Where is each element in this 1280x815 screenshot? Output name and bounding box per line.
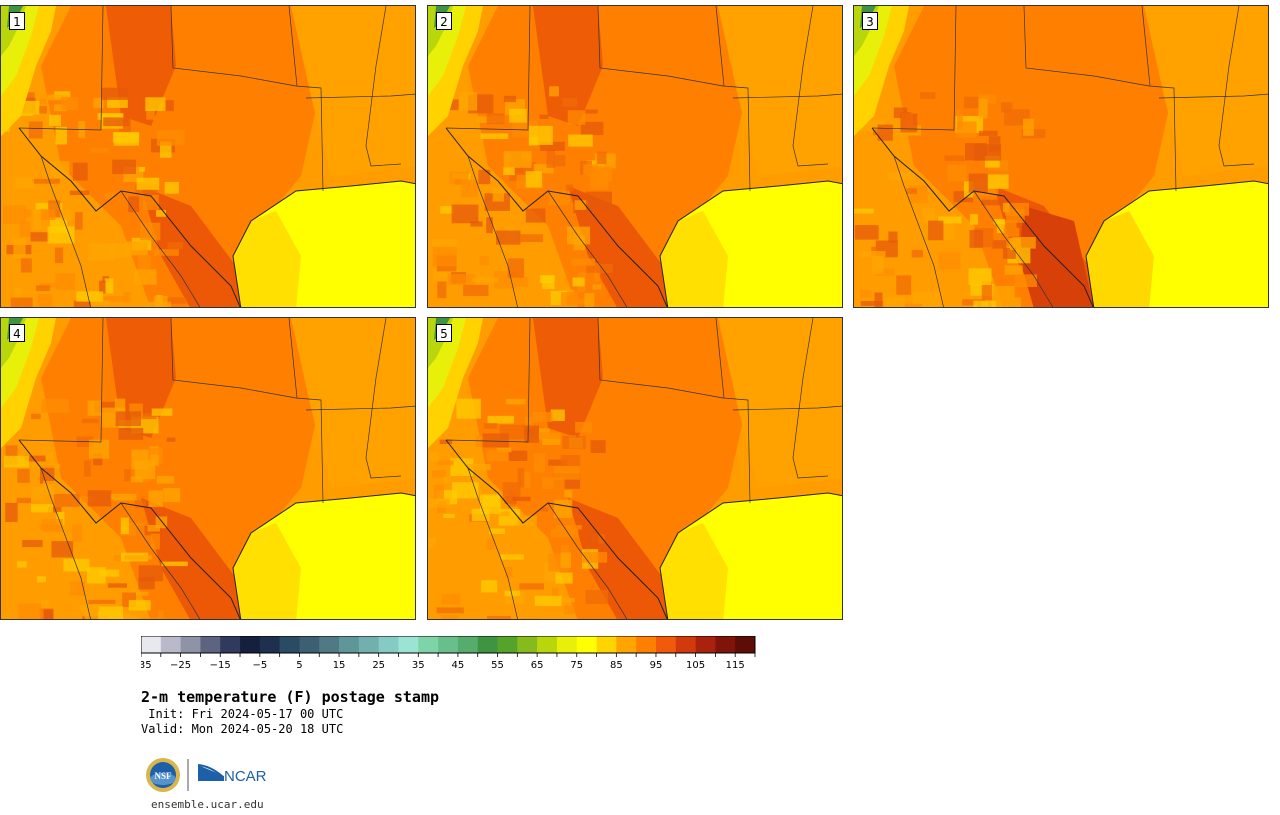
colorbar-tick-label: 45 <box>452 660 465 671</box>
colorbar-swatch <box>141 636 162 653</box>
colorbar-swatch <box>537 636 558 653</box>
ensemble-panel-5: 5 <box>427 317 843 620</box>
plot-title: 2-m temperature (F) postage stamp <box>141 688 440 706</box>
colorbar-swatch <box>438 636 459 653</box>
colorbar-swatch <box>398 636 419 653</box>
colorbar-tick-label: 75 <box>570 660 583 671</box>
colorbar-tick-label: 55 <box>491 660 504 671</box>
colorbar-swatch <box>378 636 399 653</box>
colorbar-swatch <box>259 636 280 653</box>
colorbar-swatch <box>715 636 736 653</box>
temperature-map <box>1 6 415 307</box>
ncar-logo: NCAR <box>197 764 267 785</box>
colorbar-swatch <box>339 636 360 653</box>
colorbar-tick-label: 35 <box>412 660 425 671</box>
colorbar-tick-label: 15 <box>333 660 346 671</box>
ncar-logo-text: NCAR <box>224 768 267 785</box>
colorbar-tick-label: 5 <box>296 660 302 671</box>
ensemble-panel-2: 2 <box>427 5 843 308</box>
colorbar-tick-label: 85 <box>610 660 623 671</box>
colorbar-swatch <box>279 636 300 653</box>
temperature-map <box>854 6 1268 307</box>
colorbar-tick-label: −5 <box>252 660 267 671</box>
panel-label: 4 <box>9 324 25 342</box>
colorbar-swatch <box>616 636 637 653</box>
nsf-logo-text: NSF <box>154 771 172 781</box>
colorbar-swatch <box>576 636 597 653</box>
colorbar-tick-label: 65 <box>531 660 544 671</box>
colorbar-tick-label: −35 <box>141 660 152 671</box>
colorbar-tick-label: 115 <box>726 660 745 671</box>
colorbar-tick-label: 95 <box>650 660 663 671</box>
panel-label: 3 <box>862 12 878 30</box>
colorbar-tick-label: −15 <box>210 660 231 671</box>
temperature-colorbar: −35 −25 −15 −5 5 15 25 35 45 55 65 75 85 95 105 115 <box>141 636 756 671</box>
panel-label: 5 <box>436 324 452 342</box>
colorbar-swatch <box>477 636 498 653</box>
ensemble-panel-3: 3 <box>853 5 1269 308</box>
temperature-map <box>428 318 842 619</box>
colorbar-swatch <box>655 636 677 653</box>
ensemble-panel-1: 1 <box>0 5 416 308</box>
colorbar-swatch <box>497 636 518 653</box>
init-time: Init: Fri 2024-05-17 00 UTC <box>141 707 344 721</box>
colorbar-tick-label: 105 <box>686 660 705 671</box>
colorbar-swatch <box>735 636 756 653</box>
nsf-logo: NSF <box>146 758 180 792</box>
colorbar-swatch <box>695 636 716 653</box>
colorbar-swatch <box>160 636 181 653</box>
colorbar-swatch <box>358 636 379 653</box>
colorbar-swatch <box>556 636 578 653</box>
colorbar-swatch <box>240 636 261 653</box>
valid-time: Valid: Mon 2024-05-20 18 UTC <box>141 722 344 736</box>
colorbar-swatch <box>675 636 696 653</box>
colorbar-swatch <box>319 636 340 653</box>
temperature-map <box>1 318 415 619</box>
colorbar-tick-label: 25 <box>372 660 385 671</box>
colorbar-swatch <box>418 636 439 653</box>
site-url: ensemble.ucar.edu <box>151 798 264 811</box>
colorbar-tick-label: −25 <box>170 660 191 671</box>
colorbar-swatch <box>180 636 201 653</box>
colorbar-swatch <box>596 636 617 653</box>
colorbar-swatch <box>636 636 657 653</box>
panel-label: 2 <box>436 12 452 30</box>
temperature-map <box>428 6 842 307</box>
colorbar-swatch <box>200 636 221 653</box>
sponsor-logos: NSF NCAR <box>146 758 267 792</box>
panel-label: 1 <box>9 12 25 30</box>
colorbar-swatch <box>457 636 479 653</box>
colorbar-swatch <box>299 636 320 653</box>
ensemble-panel-4: 4 <box>0 317 416 620</box>
colorbar-swatch <box>517 636 538 653</box>
colorbar-swatch <box>220 636 241 653</box>
